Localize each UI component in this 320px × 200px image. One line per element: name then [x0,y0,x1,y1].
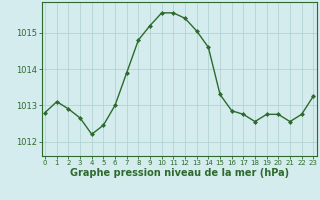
X-axis label: Graphe pression niveau de la mer (hPa): Graphe pression niveau de la mer (hPa) [70,168,289,178]
